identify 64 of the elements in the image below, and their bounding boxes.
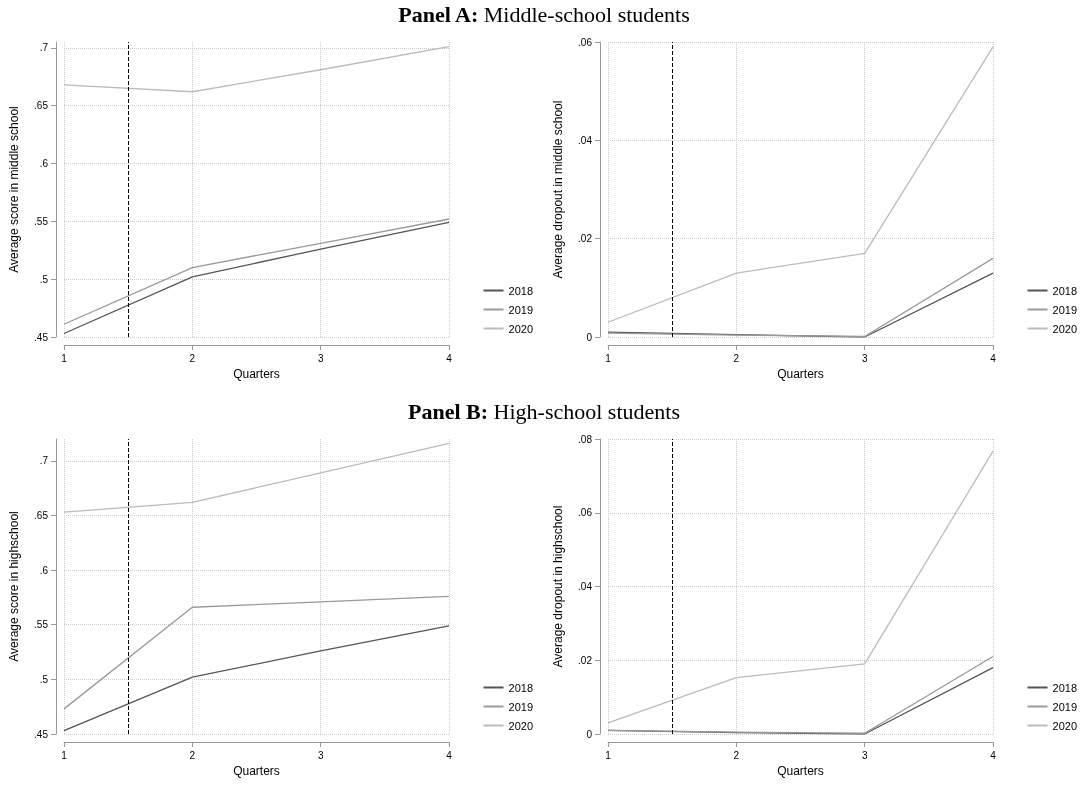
x-tick-label: 2 [733, 352, 740, 364]
legend-label: 2020 [1052, 322, 1078, 335]
line-series [63, 45, 450, 93]
y-tick-label: .5 [39, 673, 49, 685]
x-axis-title: Quarters [777, 366, 824, 381]
legend-label: 2019 [1052, 303, 1078, 316]
y-tick-label: .7 [39, 455, 49, 467]
legend-label: 2020 [1052, 719, 1078, 732]
legend-label: 2019 [1052, 700, 1078, 713]
line-series [607, 46, 994, 323]
legend-label: 2018 [1052, 284, 1078, 297]
legend-label: 2018 [508, 681, 534, 694]
y-tick-label: .02 [578, 654, 593, 666]
line-series [63, 442, 450, 513]
x-tick-label: 1 [61, 352, 68, 364]
y-tick-label: .04 [578, 134, 593, 146]
text: Panel B: High-school students [407, 399, 681, 425]
y-tick-label: .65 [34, 509, 49, 521]
x-tick-label: 1 [605, 749, 612, 761]
legend-label: 2019 [508, 700, 534, 713]
x-tick-label: 4 [446, 352, 453, 364]
legend-label: 2018 [508, 284, 534, 297]
y-axis-title: Average score in highschool [7, 511, 21, 662]
x-tick-label: 4 [990, 749, 997, 761]
x-tick-label: 1 [61, 749, 68, 761]
x-tick-label: 3 [317, 749, 324, 761]
x-tick-label: 2 [189, 352, 196, 364]
line-series [63, 595, 450, 710]
y-tick-label: .6 [39, 157, 49, 169]
x-tick-label: 2 [189, 749, 196, 761]
x-tick-label: 3 [317, 352, 324, 364]
y-axis-title: Average dropout in middle school [551, 100, 565, 279]
y-tick-label: .55 [34, 215, 49, 227]
legend-label: 2020 [508, 719, 534, 732]
y-tick-label: .08 [578, 433, 593, 445]
y-tick-label: .06 [578, 507, 593, 519]
legend-label: 2019 [508, 303, 534, 316]
y-tick-label: .7 [39, 42, 49, 54]
x-tick-label: 4 [446, 749, 453, 761]
y-axis-title: Average dropout in highschool [551, 505, 565, 668]
y-tick-label: .65 [34, 100, 49, 112]
x-tick-label: 2 [733, 749, 740, 761]
y-tick-label: .5 [39, 273, 49, 285]
y-tick-label: 0 [586, 728, 593, 740]
x-tick-label: 4 [990, 352, 997, 364]
x-tick-label: 1 [605, 352, 612, 364]
x-axis-title: Quarters [777, 763, 824, 778]
y-tick-label: .55 [34, 619, 49, 631]
x-axis-title: Quarters [233, 763, 280, 778]
legend-label: 2020 [508, 322, 534, 335]
y-tick-label: 0 [586, 331, 593, 343]
x-tick-label: 3 [861, 352, 868, 364]
y-tick-label: .45 [34, 331, 49, 343]
text: Panel A: Middle-school students [397, 2, 691, 28]
y-tick-label: .02 [578, 233, 593, 245]
x-axis-title: Quarters [233, 366, 280, 381]
y-axis-title: Average score in middle school [7, 106, 21, 273]
x-tick-label: 3 [861, 749, 868, 761]
y-tick-label: .04 [578, 581, 593, 592]
y-tick-label: .6 [39, 564, 49, 576]
y-tick-label: .06 [578, 36, 593, 48]
line-series [607, 450, 994, 724]
y-tick-label: .45 [34, 728, 49, 740]
legend-label: 2018 [1052, 681, 1078, 694]
